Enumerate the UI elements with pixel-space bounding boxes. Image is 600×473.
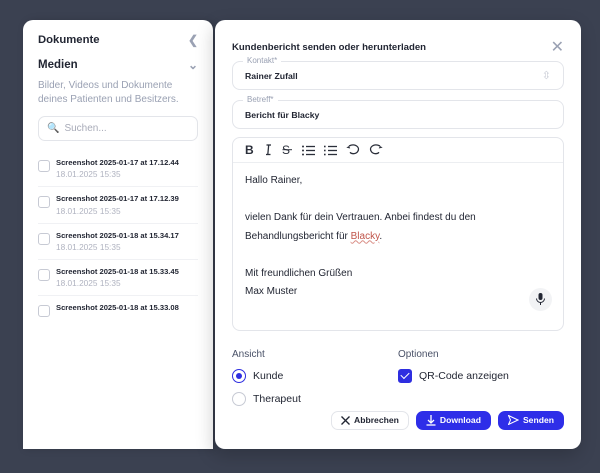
svg-text:B: B [245,144,254,156]
